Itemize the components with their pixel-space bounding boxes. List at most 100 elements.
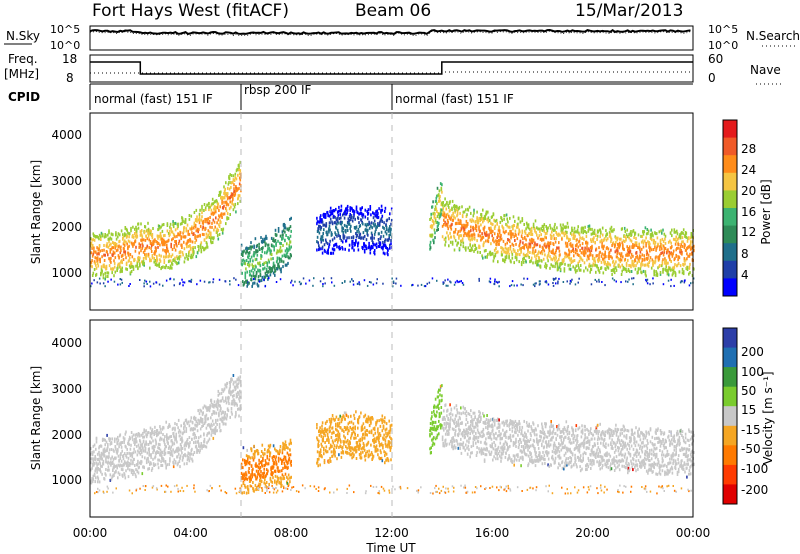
power-cell	[620, 273, 623, 276]
power-cell	[238, 176, 241, 180]
power-cell	[544, 264, 546, 268]
power-cell	[506, 217, 508, 221]
power-cell	[652, 260, 655, 264]
velocity-cell	[117, 476, 119, 480]
power-cell	[358, 221, 360, 225]
power-cell	[528, 245, 530, 249]
power-cell	[387, 253, 389, 257]
power-cell	[686, 252, 688, 256]
velocity-cell	[279, 448, 281, 452]
velocity-cell	[150, 462, 152, 466]
power-cell	[316, 220, 319, 224]
power-cell	[282, 244, 284, 247]
power-cell	[432, 200, 434, 204]
velocity-cell	[91, 479, 94, 483]
velocity-cell	[203, 433, 205, 437]
velocity-cell	[100, 464, 102, 468]
power-cell	[600, 238, 603, 242]
power-cell	[640, 240, 643, 244]
power-cell	[254, 237, 257, 241]
power-cell	[339, 247, 341, 251]
power-cell	[103, 244, 105, 247]
power-cell	[208, 220, 211, 223]
power-ground-cell	[308, 279, 311, 282]
velocity-cell	[131, 435, 134, 439]
power-cell	[188, 232, 191, 236]
power-cell	[113, 243, 116, 247]
power-cell	[208, 236, 211, 239]
velocity-cell	[253, 455, 256, 459]
velocity-cell	[226, 414, 228, 418]
power-cell	[255, 257, 258, 261]
power-cell	[511, 256, 514, 260]
power-cell	[517, 232, 520, 236]
power-ground-cell	[128, 285, 130, 287]
power-cell	[109, 248, 112, 251]
power-cell	[598, 246, 600, 250]
velocity-cell	[213, 422, 215, 426]
power-ground-cell	[553, 278, 555, 281]
power-cell	[122, 237, 124, 241]
velocity-cell	[108, 468, 110, 472]
power-cell	[517, 217, 520, 221]
power-cell	[201, 204, 203, 208]
velocity-cell	[248, 455, 250, 459]
power-cell	[98, 237, 100, 241]
power-cell	[337, 209, 340, 213]
power-cell	[252, 271, 255, 275]
power-cell	[248, 281, 250, 285]
power-ground-cell	[552, 282, 554, 284]
velocity-cell	[135, 475, 137, 479]
velocity-cell	[123, 463, 125, 467]
power-cell	[223, 212, 226, 216]
velocity-cell	[120, 467, 123, 471]
velocity-cell	[130, 431, 133, 434]
velocity-cell	[117, 435, 119, 439]
power-cell	[598, 269, 600, 273]
power-ground-cell	[370, 281, 372, 284]
power-cell	[100, 235, 102, 239]
velocity-cell	[217, 393, 220, 397]
velocity-cell	[227, 398, 230, 402]
velocity-cell	[233, 399, 236, 403]
velocity-cell	[259, 476, 262, 479]
velocity-cell	[248, 462, 251, 466]
power-cell	[257, 269, 260, 273]
velocity-cell	[272, 458, 274, 462]
power-cell	[535, 231, 537, 235]
power-cell	[444, 220, 446, 224]
power-cell	[177, 222, 179, 226]
power-cell	[134, 227, 136, 231]
velocity-cell	[206, 432, 209, 436]
velocity-cell	[147, 431, 150, 434]
power-cell	[453, 236, 456, 240]
power-cell	[230, 205, 232, 209]
velocity-cell	[215, 411, 218, 415]
power-cell	[608, 262, 610, 266]
velocity-cell	[123, 439, 125, 443]
power-cell	[351, 242, 353, 246]
velocity-cell	[159, 451, 162, 455]
power-cell	[202, 221, 204, 225]
power-cell	[509, 225, 511, 229]
power-cell	[509, 229, 511, 233]
power-cell	[484, 214, 487, 218]
power-ground-cell	[357, 282, 359, 285]
velocity-cell	[266, 471, 269, 475]
power-cell	[331, 222, 334, 226]
velocity-cell	[98, 444, 101, 448]
velocity-cell	[215, 418, 217, 422]
power-cell	[640, 271, 643, 275]
power-cell	[493, 240, 495, 244]
power-cell	[525, 260, 527, 264]
velocity-cell	[104, 443, 106, 447]
power-cell	[560, 229, 563, 233]
power-cell	[249, 273, 252, 277]
power-cell	[538, 258, 541, 262]
power-cell	[263, 261, 265, 265]
power-cell	[524, 254, 526, 257]
power-cell	[339, 236, 341, 240]
power-cell	[450, 235, 453, 239]
power-cell	[674, 263, 676, 267]
power-heatmap	[90, 160, 695, 288]
